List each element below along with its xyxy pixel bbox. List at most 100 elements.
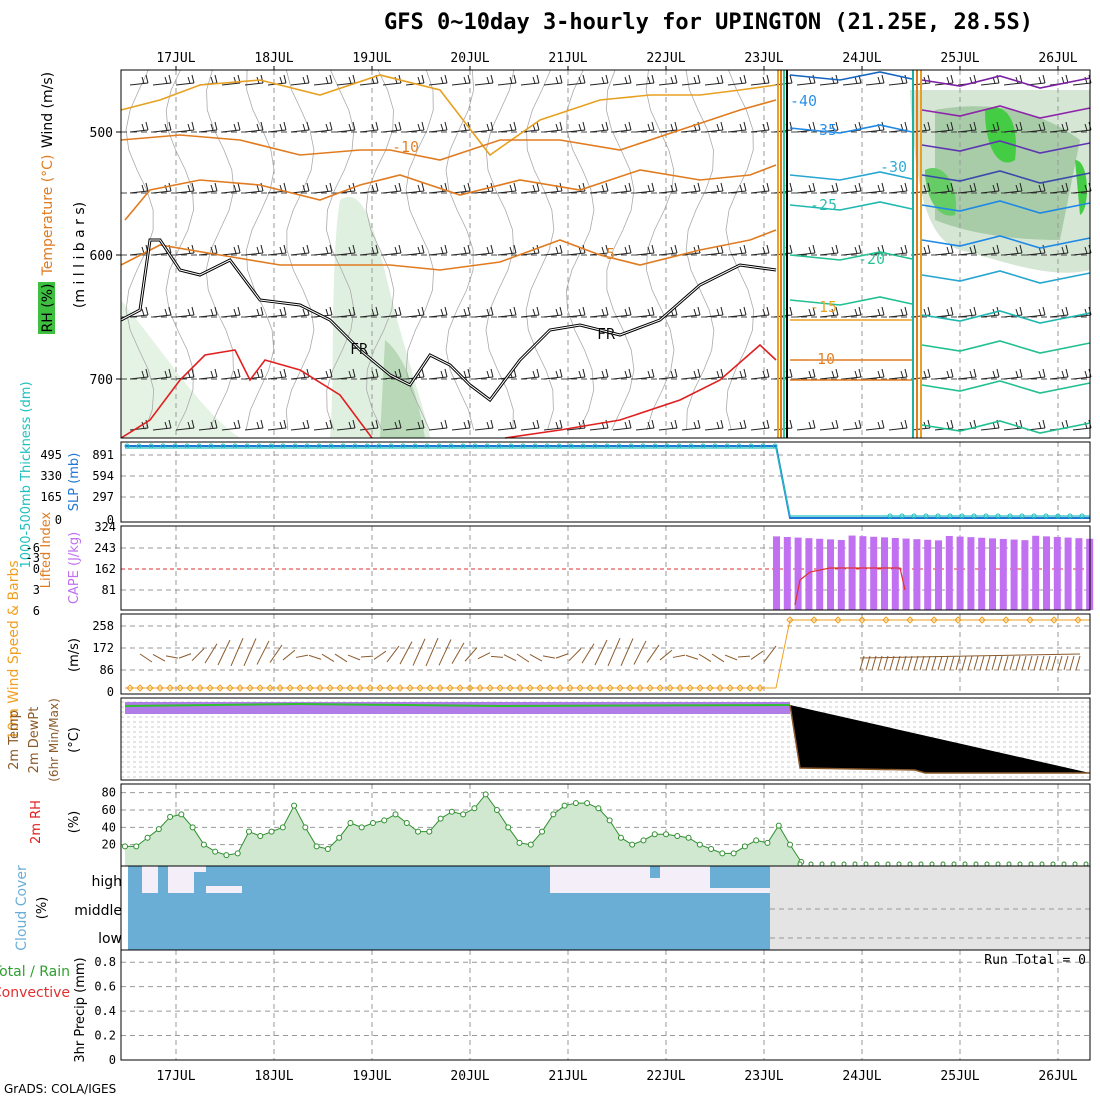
wind-barb	[1042, 121, 1046, 131]
rh-marker	[358, 824, 365, 831]
wind-speed-marker	[978, 616, 986, 624]
temp-axis-label: Temperature (°C)	[40, 155, 56, 277]
wind-barb	[831, 370, 835, 378]
wind-barb	[260, 182, 264, 192]
wind-barb	[279, 308, 283, 316]
wind-speed-marker	[186, 684, 194, 692]
wind-speed-marker	[706, 684, 714, 692]
wind-barb	[957, 314, 977, 318]
wind-speed-marker	[136, 684, 144, 692]
wind-barb	[444, 74, 448, 84]
wind-barb	[463, 76, 467, 84]
wind-barb	[957, 129, 977, 133]
wind-barb	[375, 244, 379, 254]
wind-speed-marker	[526, 684, 534, 692]
cape-tick-label: 162	[94, 562, 116, 576]
wind-barb	[152, 314, 172, 318]
wind-barb	[835, 368, 839, 378]
wind-barb	[141, 76, 145, 84]
cape-bar	[967, 537, 975, 610]
wind-barb	[881, 306, 885, 316]
wind-barb	[601, 308, 605, 316]
wind-barb	[141, 184, 145, 192]
temp-contour	[120, 349, 373, 439]
rh-marker	[539, 828, 546, 835]
thickness-marker	[983, 513, 989, 519]
wind-barb	[536, 368, 540, 378]
wind-barb	[789, 74, 793, 84]
wind-barb	[129, 129, 149, 133]
wind-barb	[1038, 308, 1042, 316]
temp-contour-cold	[921, 140, 1091, 154]
wind-barb	[214, 244, 218, 254]
wind-barb	[451, 252, 471, 256]
wind-barb	[214, 182, 218, 192]
wind-barb	[1015, 184, 1019, 192]
wind-barb	[716, 421, 720, 429]
rh-marker	[561, 802, 568, 809]
wind-barb-10m	[243, 638, 257, 666]
wind-barb	[417, 308, 421, 316]
wind-barb	[812, 419, 816, 429]
wind-barb	[313, 376, 333, 380]
wind-barb	[417, 76, 421, 84]
wind-barb	[900, 184, 904, 192]
wind-barb-10m	[985, 655, 991, 671]
wind-barb	[681, 129, 701, 133]
wind-barb	[313, 190, 333, 194]
thickness-marker	[712, 443, 718, 449]
wind-speed-marker	[316, 684, 324, 692]
rh-marker	[471, 805, 478, 812]
wind-barb-10m	[737, 655, 751, 658]
rh-marker	[279, 824, 286, 831]
wind-barb-10m	[724, 654, 738, 661]
wind-barb	[881, 368, 885, 378]
contour-label: FR	[597, 325, 616, 343]
wind-speed-marker	[446, 684, 454, 692]
wind-barb	[996, 368, 1000, 378]
wind-speed-marker	[626, 684, 634, 692]
wind-barb	[946, 123, 950, 131]
wind-barb	[831, 246, 835, 254]
wind-barb	[831, 76, 835, 84]
wind-barb	[497, 129, 517, 133]
wind-barb	[233, 370, 237, 378]
cape-bar	[1043, 536, 1050, 610]
wind-barb	[1084, 123, 1088, 131]
wind-speed-marker	[386, 684, 394, 692]
wind-barb	[210, 246, 214, 254]
wind-barb	[267, 427, 287, 431]
wind-barb	[382, 190, 402, 194]
thickness-marker	[772, 443, 778, 449]
wind-barb-10m	[877, 655, 883, 671]
wind-speed-marker	[286, 684, 294, 692]
wind-barb	[934, 314, 954, 318]
wind-barb	[612, 252, 632, 256]
wind-barb	[329, 419, 333, 429]
thickness-tick-label: 165	[40, 490, 62, 504]
wind-barb	[739, 370, 743, 378]
wind-barb	[750, 376, 770, 380]
rh-marker	[885, 861, 891, 867]
wind-barb	[440, 421, 444, 429]
wind-axis-label: 10m Wind Speed & Barbs	[6, 560, 22, 739]
wind-speed-marker	[216, 684, 224, 692]
precip-tick-label: 0.4	[94, 1004, 116, 1018]
wind-barb	[842, 82, 862, 86]
wind-barb	[559, 74, 563, 84]
thickness-marker	[748, 443, 754, 449]
wind-barb	[957, 376, 977, 380]
wind-barb	[543, 376, 563, 380]
wind-barb	[187, 308, 191, 316]
wind-barb	[589, 190, 609, 194]
cape-bar	[783, 536, 791, 610]
wind-speed-marker	[726, 684, 734, 692]
wind-barb	[969, 184, 973, 192]
wind-barb	[716, 123, 720, 131]
thickness-marker	[887, 513, 893, 519]
wind-barb	[743, 74, 747, 84]
wind-barb	[421, 121, 425, 131]
wind-barb	[766, 244, 770, 254]
thickness-marker	[340, 443, 346, 449]
wind-barb	[854, 184, 858, 192]
